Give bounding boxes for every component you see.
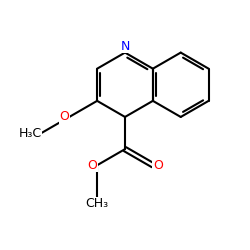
Text: N: N <box>120 40 130 52</box>
Text: CH₃: CH₃ <box>86 198 109 210</box>
Text: O: O <box>87 159 97 172</box>
Text: O: O <box>60 110 69 124</box>
Text: O: O <box>153 159 163 172</box>
Text: H₃C: H₃C <box>18 126 42 140</box>
